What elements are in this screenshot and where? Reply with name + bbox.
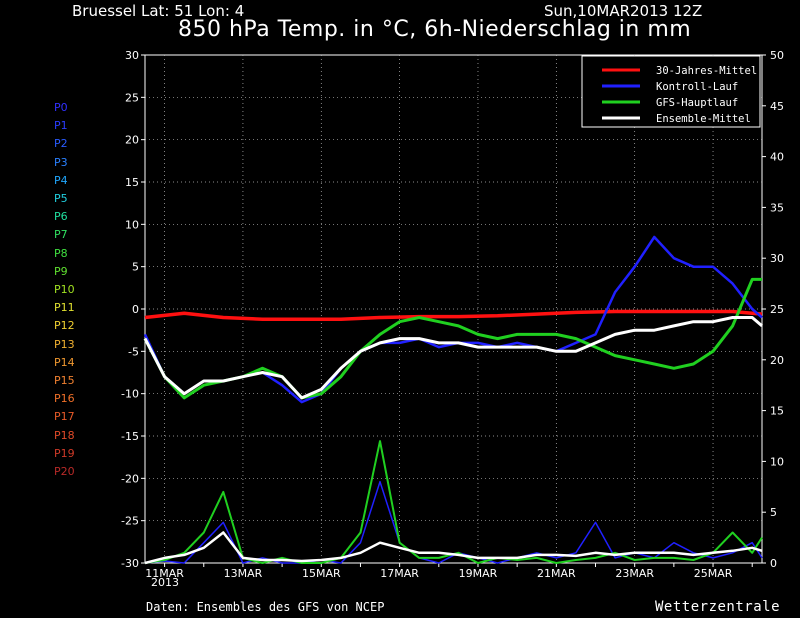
member-label-p8: P8 xyxy=(54,246,68,260)
y-right-tick-label: 45 xyxy=(770,100,784,113)
y-left-tick-label: 0 xyxy=(132,303,139,316)
y-right-tick-label: 10 xyxy=(770,455,784,468)
y-right-tick-label: 35 xyxy=(770,201,784,214)
legend-label: 30-Jahres-Mittel xyxy=(656,65,757,77)
y-left-tick-label: -30 xyxy=(121,557,139,570)
y-left-tick-label: 10 xyxy=(125,218,139,231)
member-label-p9: P9 xyxy=(54,264,68,278)
location-label: Bruessel Lat: 51 Lon: 4 xyxy=(72,2,245,20)
member-label-p1: P1 xyxy=(54,119,68,133)
series-line-gfs-hauptlauf xyxy=(143,277,762,400)
data-credit: Daten: Ensembles des GFS von NCEP xyxy=(146,600,385,614)
member-label-p20: P20 xyxy=(54,465,75,478)
x-tick-label: 11MAR xyxy=(145,567,184,580)
y-left-tick-label: 30 xyxy=(125,49,139,62)
legend-label: Kontroll-Lauf xyxy=(656,81,738,93)
y-left-tick-label: 5 xyxy=(132,261,139,274)
y-left-tick-label: 15 xyxy=(125,176,139,189)
x-tick-label: 17MAR xyxy=(380,567,419,580)
member-label-p18: P18 xyxy=(54,428,75,442)
y-right-tick-label: 25 xyxy=(770,303,784,316)
legend-label: GFS-Hauptlauf xyxy=(656,97,738,109)
y-left-tick-label: -15 xyxy=(121,430,139,443)
member-label-p4: P4 xyxy=(54,173,68,187)
x-axis-year-label: 2013 xyxy=(151,576,179,589)
y-right-tick-label: 30 xyxy=(770,252,784,265)
member-label-p2: P2 xyxy=(54,137,68,151)
x-tick-label: 25MAR xyxy=(694,567,733,580)
member-label-p16: P16 xyxy=(54,392,75,406)
member-label-p19: P19 xyxy=(54,446,75,460)
member-label-p12: P12 xyxy=(54,319,75,333)
series-line-ensemble-mittel xyxy=(143,316,763,400)
x-tick-label: 23MAR xyxy=(615,567,654,580)
member-label-p6: P6 xyxy=(54,210,68,224)
member-label-p15: P15 xyxy=(54,374,75,387)
y-right-tick-label: 15 xyxy=(770,405,784,418)
run-datetime-label: Sun,10MAR2013 12Z xyxy=(544,2,703,20)
x-tick-label: 15MAR xyxy=(302,567,341,580)
member-label-p3: P3 xyxy=(54,155,68,169)
member-label-p11: P11 xyxy=(54,301,75,315)
legend-box xyxy=(581,55,761,128)
member-label-p13: P13 xyxy=(54,337,75,351)
member-label-p14: P14 xyxy=(54,355,75,369)
y-right-tick-label: 5 xyxy=(770,506,777,519)
x-tick-label: 21MAR xyxy=(537,567,576,580)
series-line-ensemble-mittel-niederschlag xyxy=(144,531,763,565)
y-left-tick-label: -25 xyxy=(121,515,139,528)
y-right-tick-label: 0 xyxy=(770,557,777,570)
y-left-tick-label: -5 xyxy=(128,345,139,358)
y-left-tick-label: -10 xyxy=(121,388,139,401)
y-left-tick-label: 20 xyxy=(125,134,139,147)
member-label-p5: P5 xyxy=(54,192,68,205)
y-right-tick-label: 20 xyxy=(770,354,784,367)
brand-label: Wetterzentrale xyxy=(655,599,781,615)
member-label-p10: P10 xyxy=(54,283,75,296)
series-line-gfs-hauptlauf-niederschlag xyxy=(144,440,763,564)
series-line-30-jahres-mittel xyxy=(144,309,763,321)
member-label-p17: P17 xyxy=(54,410,75,424)
member-label-p0: P0 xyxy=(54,101,68,114)
legend-label: Ensemble-Mittel xyxy=(656,113,751,125)
x-tick-label: 19MAR xyxy=(459,567,498,580)
chart-title: 850 hPa Temp. in °C, 6h-Niederschlag in … xyxy=(178,17,692,42)
y-right-tick-label: 40 xyxy=(770,151,784,164)
x-tick-label: 13MAR xyxy=(224,567,263,580)
y-left-tick-label: 25 xyxy=(125,91,139,104)
y-left-tick-label: -20 xyxy=(121,472,139,485)
y-right-tick-label: 50 xyxy=(770,49,784,62)
member-label-p7: P7 xyxy=(54,228,68,242)
